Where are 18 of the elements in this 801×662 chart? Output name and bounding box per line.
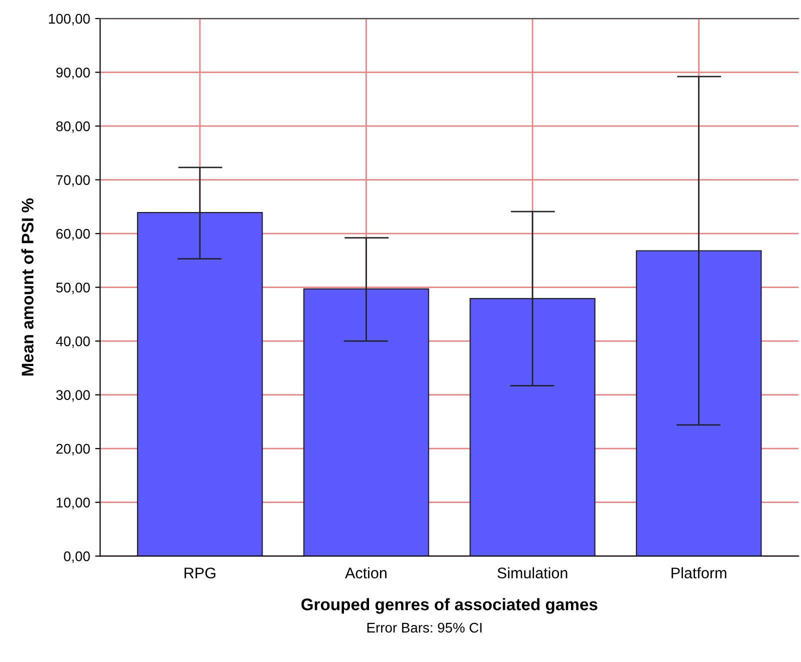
x-tick-label: RPG xyxy=(184,568,216,578)
text: Error Bars: 95% CI xyxy=(367,622,482,633)
y-tick-label: 10,00 xyxy=(56,498,90,510)
y-tick-label: 30,00 xyxy=(56,390,90,402)
y-axis-title: Mean amount of PSI % xyxy=(21,198,34,376)
y-tick-label: 90,00 xyxy=(56,68,90,80)
y-tick-label: 50,00 xyxy=(56,282,90,294)
y-tick-label: 60,00 xyxy=(56,228,90,240)
y-tick-label: 20,00 xyxy=(56,444,90,456)
y-tick-label: 80,00 xyxy=(56,121,90,133)
y-tick-label: 0,00 xyxy=(64,551,90,563)
y-tick-label: 100,00 xyxy=(48,14,90,26)
x-tick-label: Action xyxy=(345,567,386,578)
y-tick-label: 70,00 xyxy=(56,175,90,187)
y-tick-label: 40,00 xyxy=(56,336,90,348)
x-tick-label: Platform xyxy=(672,567,726,578)
x-tick-label: Simulation xyxy=(498,567,568,578)
x-axis-title: Grouped genres of associated games xyxy=(301,598,598,614)
